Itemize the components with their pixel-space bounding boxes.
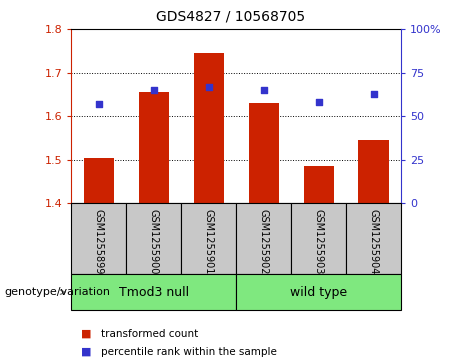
Point (260, 87, 267, 93)
Point (150, 87, 158, 93)
Text: Tmod3 null: Tmod3 null (119, 286, 189, 299)
Bar (71, 274, 236, 310)
Text: GSM1255903: GSM1255903 (313, 209, 324, 274)
Bar (194, 53, 224, 203)
Bar (71, 203, 126, 274)
Bar (126, 203, 181, 274)
Text: GDS4827 / 10568705: GDS4827 / 10568705 (156, 9, 305, 23)
Text: GSM1255900: GSM1255900 (149, 209, 159, 274)
Bar (303, 166, 334, 203)
Bar (236, 203, 291, 274)
Text: percentile rank within the sample: percentile rank within the sample (101, 347, 278, 357)
Bar (181, 203, 236, 274)
Text: wild type: wild type (290, 286, 347, 299)
Text: ■: ■ (81, 347, 91, 357)
Point (205, 83, 213, 89)
Bar (236, 274, 401, 310)
Bar (346, 203, 401, 274)
Text: GSM1255902: GSM1255902 (259, 209, 269, 274)
Point (315, 99, 322, 105)
Text: GSM1255901: GSM1255901 (204, 209, 214, 274)
Bar (291, 203, 346, 274)
Bar (84, 158, 114, 203)
Bar (248, 103, 279, 203)
Text: ■: ■ (81, 329, 91, 339)
Text: transformed count: transformed count (101, 329, 199, 339)
Point (370, 91, 377, 97)
Point (95, 101, 103, 107)
Text: GSM1255899: GSM1255899 (94, 209, 104, 274)
Bar (359, 140, 389, 203)
Text: genotype/variation: genotype/variation (5, 287, 111, 297)
Bar (139, 92, 169, 203)
Text: GSM1255904: GSM1255904 (369, 209, 378, 274)
